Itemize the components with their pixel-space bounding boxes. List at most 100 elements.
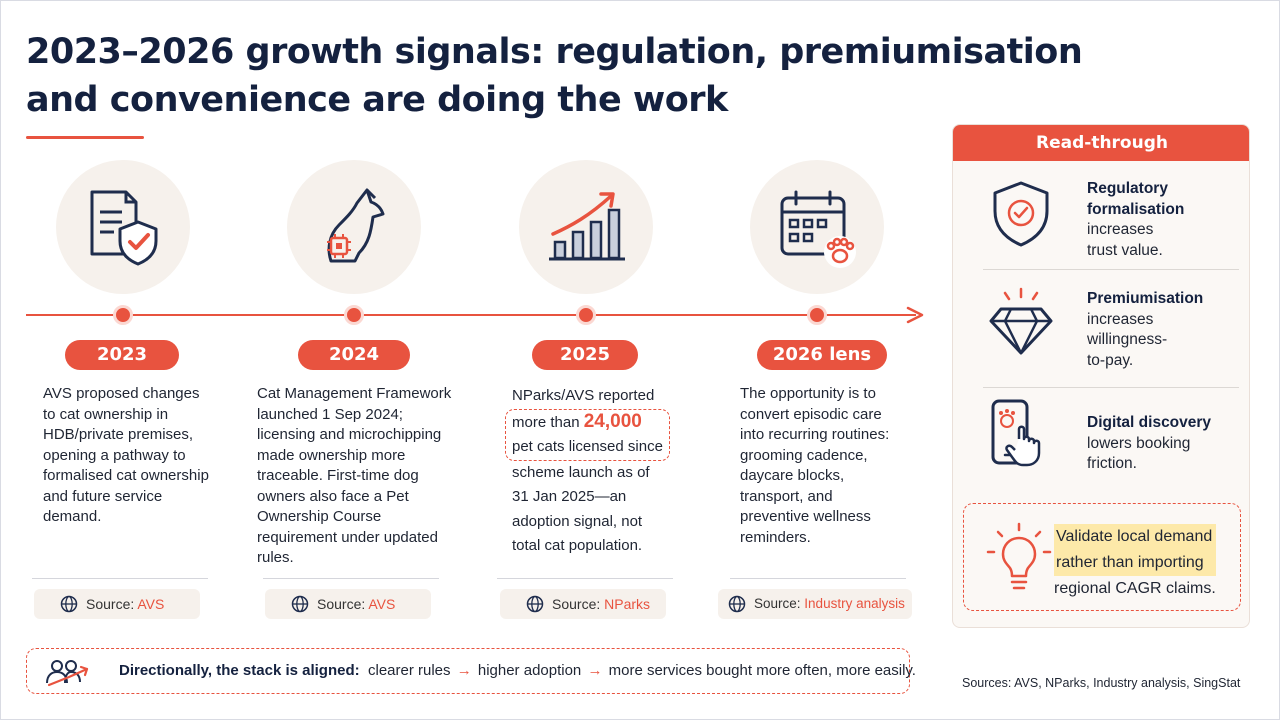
highlight-prefix: more than [512,413,580,431]
source-badge-2026: Source: Industry analysis [718,589,912,619]
source-label: Source: [317,596,366,612]
panel-divider [983,387,1239,388]
item-desc: lowers booking [1087,434,1191,452]
timeline-line [26,314,916,316]
timeline-text-2024: Cat Management Framework launched 1 Sep … [257,384,451,569]
year-badge-2023: 2023 [65,340,179,370]
icon-circle-2026 [750,160,884,294]
calendar-paw-icon [780,190,856,268]
text-line: to cat ownership in [43,405,169,423]
panel-divider [983,269,1239,270]
source-text: Source: Industry analysis [754,589,905,619]
text-line: regional CAGR claims. [1054,580,1216,597]
text-line: HDB/private premises, [43,426,194,443]
arrow-right-icon: → [587,662,603,679]
source-label: Source: [86,596,135,612]
text-line: more than 24,000 [512,410,663,436]
page-title: 2023–2026 growth signals: regulation, pr… [26,28,1083,124]
item-desc: willingness- [1087,331,1168,348]
shield-check-icon [993,181,1049,247]
read-through-text: Regulatory formalisation increases trust… [1087,179,1184,261]
text-line: preventive wellness [740,508,871,525]
title-line-2: and convenience are doing the work [26,80,728,120]
column-divider [32,578,208,579]
timeline-text-2023: AVS proposed changes to cat ownership in… [43,384,209,528]
summary-step-2: higher adoption [477,662,582,679]
read-through-panel: Read-through Regulatory formalisation in… [952,124,1250,628]
text-line: 31 Jan 2025—an [512,488,627,505]
highlighted-text: rather than importing [1054,550,1216,576]
title-underline [26,136,144,139]
text-line: total cat population. [512,537,643,554]
bar-chart-growth-icon [549,192,625,261]
licensed-cats-number: 24,000 [583,410,642,432]
summary-callout: Directionally, the stack is aligned: cle… [26,648,916,694]
read-through-item-premiumisation: Premiumisation increases willingness- to… [973,285,1237,381]
source-value: NParks [604,596,651,612]
item-desc: to-pay. [1087,351,1134,369]
column-divider [497,578,673,579]
text-line: licensing and microchipping [257,426,442,443]
text-line: scheme launch as of [512,463,650,481]
text-line: transport, and [740,487,833,505]
read-through-text: Premiumisation increases willingness- to… [1087,289,1203,371]
source-text: Source: NParks [552,589,650,619]
summary-text: Directionally, the stack is aligned: cle… [119,649,916,693]
item-title: Regulatory [1087,180,1168,197]
globe-icon [728,595,746,613]
timeline-dot-2025 [576,305,596,325]
text-line: pet cats licensed since [512,438,663,455]
text-line: formalised cat ownership [43,467,209,484]
read-through-item-digital: Digital discovery lowers booking frictio… [973,399,1237,489]
item-title: Digital discovery [1087,414,1212,431]
text-line: owners also face a Pet [257,487,409,505]
text-line: Ownership Course [257,508,382,525]
text-line: and future service [43,487,163,505]
source-label: Source: [552,596,601,612]
validate-demand-text: Validate local demand rather than import… [1054,524,1216,602]
item-desc: trust value. [1087,241,1163,259]
diamond-icon [989,287,1053,355]
column-divider [263,578,439,579]
item-desc: friction. [1087,455,1137,472]
source-badge-2023: Source: AVS [34,589,200,619]
text-line: launched 1 Sep 2024; [257,405,403,423]
document-shield-check-icon [90,190,158,266]
text-line: reminders. [740,528,811,546]
timeline-text-2026: The opportunity is to convert episodic c… [740,384,889,548]
globe-icon [60,595,78,613]
text-line: traceable. First-time dog [257,467,419,484]
text-line: NParks/AVS reported [512,387,655,404]
text-line: AVS proposed changes [43,385,200,402]
timeline-text-2025: NParks/AVS reported more than 24,000 pet… [505,384,670,559]
smartphone-tap-icon [991,399,1041,467]
sources-footnote: Sources: AVS, NParks, Industry analysis,… [962,676,1241,690]
item-title: formalisation [1087,200,1185,218]
year-badge-2024: 2024 [298,340,410,370]
summary-step-1: clearer rules [367,662,451,679]
timeline-dot-2024 [344,305,364,325]
source-value: AVS [368,596,396,612]
text-line: into recurring routines: [740,426,890,443]
globe-icon [526,595,544,613]
icon-circle-2023 [56,160,190,294]
read-through-item-regulatory: Regulatory formalisation increases trust… [973,175,1237,265]
timeline-dot-2026 [807,305,827,325]
text-line: requirement under updated [257,528,438,546]
icon-circle-2025 [519,160,653,294]
source-text: Source: AVS [317,589,395,619]
people-growth-icon [46,660,89,687]
source-label: Source: [754,596,801,611]
year-badge-2025: 2025 [532,340,638,370]
cat-microchip-icon [327,188,385,263]
title-line-1: 2023–2026 growth signals: regulation, pr… [26,32,1083,72]
text-line: rules. [257,549,294,566]
year-badge-2026: 2026 lens [757,340,887,370]
globe-icon [291,595,309,613]
text-line: opening a pathway to [43,446,186,464]
text-line: demand. [43,508,102,525]
source-badge-2024: Source: AVS [265,589,431,619]
item-desc: increases [1087,221,1154,238]
text-line: convert episodic care [740,405,882,423]
arrow-right-icon: → [456,662,472,679]
